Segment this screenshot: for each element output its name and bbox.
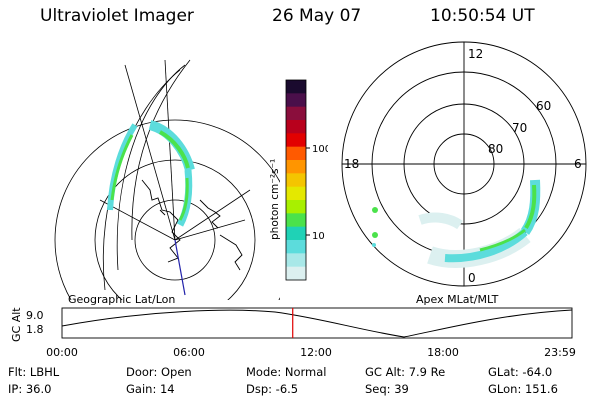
timeline-xtick-1800: 18:00 [427,346,459,359]
colorbar-swatch [286,186,306,201]
colorbar-swatch [286,266,306,281]
colorbar-swatch [286,93,306,108]
colorbar-swatch [286,253,306,268]
seq-status: Seq: 39 [365,382,409,396]
geographic-map [54,59,280,300]
mode-status: Mode: Normal [246,365,327,379]
timeline-ytick-1-8: 1.8 [26,323,44,336]
colorbar-swatch [286,106,306,121]
timeline-xtick-1200: 12:00 [300,346,332,359]
colorbar-swatches [286,80,306,281]
gc-alt-status: GC Alt: 7.9 Re [365,365,446,379]
altitude-curve [61,309,573,338]
orbit-altitude-timeline: GC Alt 9.0 1.8 00:00 06:00 12:00 18:00 2… [10,307,576,359]
colorbar-swatch [286,80,306,94]
colorbar-swatch [286,240,306,254]
timeline-xtick-0600: 06:00 [173,346,205,359]
mlat-label-80: 80 [488,142,503,156]
noon-meridian-line [174,239,186,296]
colorbar-swatch [286,160,306,174]
timeline-xtick-2359: 23:59 [544,346,576,359]
ip-status: IP: 36.0 [8,382,52,396]
colorbar-swatch [286,120,306,134]
coastlines [141,179,243,271]
colorbar: 100 10 photon cm⁻²s⁻¹ [269,79,328,281]
timeline-ytick-9: 9.0 [26,309,44,322]
colorbar-swatch [286,200,306,214]
mlt-label-18: 18 [344,157,359,171]
instrument-title: Ultraviolet Imager [40,6,194,26]
colorbar-swatch [286,213,306,228]
colorbar-swatch [286,226,306,241]
geographic-panel-label: Geographic Lat/Lon [68,293,176,306]
mlt-label-6: 6 [574,157,582,171]
mlat-label-60: 60 [536,99,551,113]
colorbar-swatch [286,173,306,188]
timeline-frame [61,307,573,339]
dsp-status: Dsp: -6.5 [246,382,299,396]
aurora-oval [372,179,541,268]
polar-grid [341,41,587,287]
aurora-emission [107,120,195,227]
geographic-grid [54,59,280,300]
date-label: 26 May 07 [272,6,362,26]
mlat-label-70: 70 [512,121,527,135]
gain-status: Gain: 14 [126,382,175,396]
colorbar-tick-100: 100 [312,144,328,155]
apex-panel-label: Apex MLat/MLT [416,293,499,306]
colorbar-swatch [286,146,306,161]
colorbar-tick-10: 10 [312,231,325,242]
flt-status: Flt: LBHL [8,365,60,379]
colorbar-swatch [286,133,306,148]
door-status: Door: Open [126,365,192,379]
time-label: 10:50:54 UT [430,6,535,26]
apex-polar-plot: 12 18 6 0 60 70 80 [341,41,587,287]
glon-status: GLon: 151.6 [488,382,558,396]
mlt-label-12: 12 [468,47,483,61]
timeline-ylabel: GC Alt [10,307,23,342]
colorbar-unit-label: photon cm⁻²s⁻¹ [269,159,281,240]
mlt-label-0: 0 [468,271,476,285]
glat-status: GLat: -64.0 [488,365,553,379]
timeline-xtick-0000: 00:00 [46,346,78,359]
